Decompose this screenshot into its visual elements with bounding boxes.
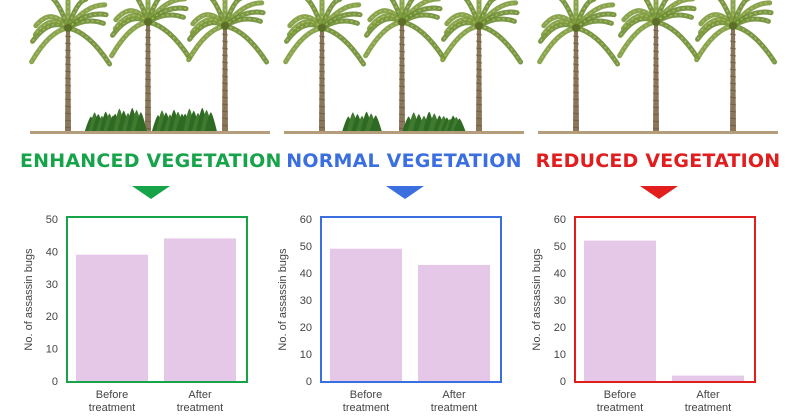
y-tick-label: 40	[46, 246, 58, 258]
vegetation-scene-enhanced	[29, 0, 270, 134]
bar	[330, 248, 402, 381]
x-tick-label: treatment	[89, 402, 135, 414]
down-arrow-icon	[132, 186, 170, 199]
x-tick-label: treatment	[685, 402, 731, 414]
y-tick-label: 10	[554, 349, 566, 361]
y-axis-label: No. of assassin bugs	[277, 248, 289, 351]
panel-normal: NORMAL VEGETATION 0 10 20 30 40 50 60 No. of as…	[274, 0, 534, 419]
y-tick-label: 20	[554, 322, 566, 334]
x-tick-label: treatment	[431, 402, 477, 414]
plot-frame	[66, 216, 248, 383]
y-tick-label: 50	[46, 214, 58, 226]
y-tick-label: 10	[300, 349, 312, 361]
y-tick-label: 60	[554, 214, 566, 226]
ground-line	[538, 131, 778, 134]
down-arrow-icon	[640, 186, 678, 199]
shrub-icon	[179, 107, 217, 131]
palm-tree-icon	[617, 0, 701, 131]
palm-tree-icon	[537, 0, 621, 131]
x-tick-label: treatment	[177, 402, 223, 414]
shrub-icon	[434, 115, 466, 131]
ground-line	[284, 131, 524, 134]
bar	[672, 375, 744, 381]
x-tick-label: treatment	[597, 402, 643, 414]
y-tick-label: 30	[46, 279, 58, 291]
vegetation-scene-normal	[283, 0, 524, 134]
y-tick-label: 0	[560, 376, 566, 388]
y-axis-label: No. of assassin bugs	[531, 248, 543, 351]
panel-title: NORMAL VEGETATION	[286, 150, 522, 172]
palm-tree-icon	[440, 0, 524, 131]
palm-tree-icon	[29, 0, 113, 131]
y-tick-label: 10	[46, 344, 58, 356]
palm-tree-icon	[109, 0, 193, 131]
y-tick-label: 0	[52, 376, 58, 388]
shrub-icon	[342, 111, 382, 131]
x-tick-label: After	[188, 389, 212, 401]
y-tick-label: 50	[554, 241, 566, 253]
panel-title: ENHANCED VEGETATION	[20, 150, 282, 172]
vegetation-scene-reduced	[537, 0, 778, 134]
panel-reduced: REDUCED VEGETATION 0 10 20 30 40 50 60 No. of a…	[528, 0, 788, 419]
x-tick-label: Before	[96, 389, 128, 401]
plot-frame	[320, 216, 502, 383]
y-axis-label: No. of assassin bugs	[23, 248, 35, 351]
bar	[418, 264, 490, 381]
y-tick-label: 60	[300, 214, 312, 226]
palm-tree-icon	[694, 0, 778, 131]
y-tick-label: 50	[300, 241, 312, 253]
down-arrow-icon	[386, 186, 424, 199]
palm-tree-icon	[363, 0, 447, 131]
bar	[76, 254, 148, 381]
ground-line	[30, 131, 270, 134]
y-tick-label: 20	[46, 311, 58, 323]
y-tick-label: 20	[300, 322, 312, 334]
palm-tree-icon	[283, 0, 367, 131]
shrub-icon	[109, 107, 147, 131]
panel-enhanced: ENHANCED VEGETATION 0 10 20 30 40 50 No. of as…	[20, 0, 282, 419]
y-tick-label: 40	[300, 268, 312, 280]
y-tick-label: 30	[300, 295, 312, 307]
x-tick-label: Before	[604, 389, 636, 401]
bar	[584, 240, 656, 381]
x-tick-label: Before	[350, 389, 382, 401]
y-tick-label: 0	[306, 376, 312, 388]
bar	[164, 238, 236, 381]
x-tick-label: After	[442, 389, 466, 401]
panel-title: REDUCED VEGETATION	[535, 150, 781, 172]
plot-frame	[574, 216, 756, 383]
palm-tree-icon	[186, 0, 270, 131]
x-tick-label: After	[696, 389, 720, 401]
y-tick-label: 40	[554, 268, 566, 280]
y-tick-label: 30	[554, 295, 566, 307]
x-tick-label: treatment	[343, 402, 389, 414]
